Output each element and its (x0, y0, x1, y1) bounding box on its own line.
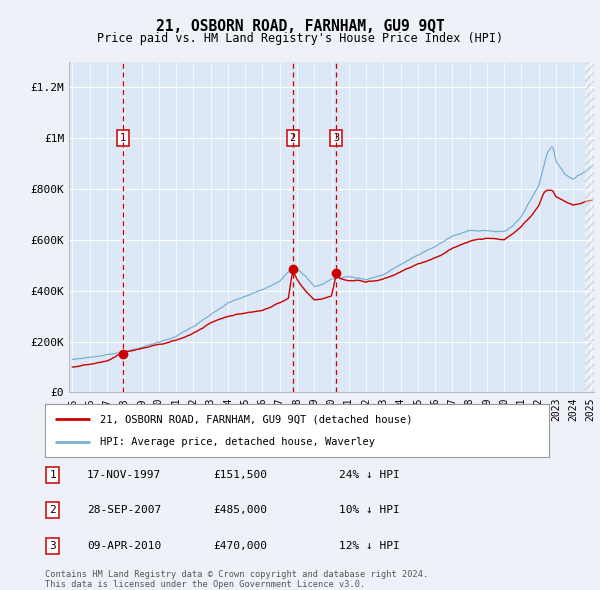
Text: £485,000: £485,000 (213, 506, 267, 515)
Text: Price paid vs. HM Land Registry's House Price Index (HPI): Price paid vs. HM Land Registry's House … (97, 32, 503, 45)
Text: 09-APR-2010: 09-APR-2010 (87, 541, 161, 550)
Text: 28-SEP-2007: 28-SEP-2007 (87, 506, 161, 515)
Text: 1: 1 (49, 470, 56, 480)
Text: 21, OSBORN ROAD, FARNHAM, GU9 9QT: 21, OSBORN ROAD, FARNHAM, GU9 9QT (155, 19, 445, 34)
Text: HPI: Average price, detached house, Waverley: HPI: Average price, detached house, Wave… (100, 437, 376, 447)
Text: 24% ↓ HPI: 24% ↓ HPI (339, 470, 400, 480)
Text: 3: 3 (49, 541, 56, 550)
Text: 3: 3 (333, 133, 339, 143)
Text: £470,000: £470,000 (213, 541, 267, 550)
Text: 21, OSBORN ROAD, FARNHAM, GU9 9QT (detached house): 21, OSBORN ROAD, FARNHAM, GU9 9QT (detac… (100, 414, 413, 424)
Text: Contains HM Land Registry data © Crown copyright and database right 2024.: Contains HM Land Registry data © Crown c… (45, 570, 428, 579)
Text: 1: 1 (120, 133, 126, 143)
Text: £151,500: £151,500 (213, 470, 267, 480)
Text: 2: 2 (290, 133, 296, 143)
Text: 12% ↓ HPI: 12% ↓ HPI (339, 541, 400, 550)
Text: 2: 2 (49, 506, 56, 515)
Bar (586, 62, 594, 392)
Text: 17-NOV-1997: 17-NOV-1997 (87, 470, 161, 480)
Text: This data is licensed under the Open Government Licence v3.0.: This data is licensed under the Open Gov… (45, 579, 365, 589)
Text: 10% ↓ HPI: 10% ↓ HPI (339, 506, 400, 515)
